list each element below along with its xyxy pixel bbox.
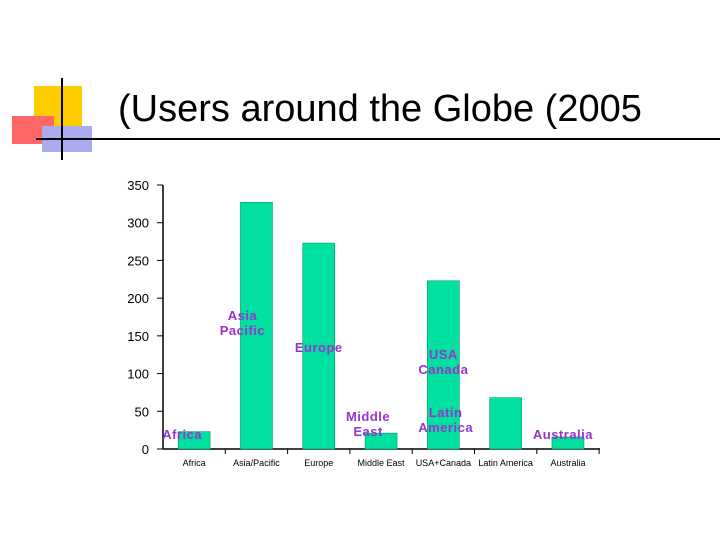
data-label: Africa	[162, 427, 202, 442]
data-label: Middle	[346, 409, 390, 424]
bar-middle-east	[364, 432, 398, 450]
x-tick-label: USA+Canada	[416, 458, 471, 468]
y-tick-label: 350	[127, 178, 149, 193]
x-tick-label: Africa	[183, 458, 206, 468]
y-tick-label: 50	[135, 404, 149, 419]
data-label: Pacific	[220, 323, 265, 338]
y-tick-label: 200	[127, 291, 149, 306]
bar-australia	[551, 436, 585, 450]
y-tick-label: 0	[142, 442, 149, 457]
bar-latin-america	[489, 397, 522, 450]
data-label: Europe	[295, 340, 343, 355]
title-rule	[36, 138, 720, 140]
data-label: Latin	[429, 405, 463, 420]
data-label: USA	[429, 347, 458, 362]
data-label: Canada	[418, 362, 468, 377]
bar-asia-pacific	[240, 202, 273, 450]
y-tick-label: 100	[127, 367, 149, 382]
y-tick-label: 150	[127, 329, 149, 344]
bar-usa-canada	[427, 280, 460, 450]
x-tick-label: Latin America	[478, 458, 533, 468]
y-tick-label: 250	[127, 253, 149, 268]
bar-group	[177, 202, 585, 450]
slide-title: (Users around the Globe (2005	[118, 88, 642, 130]
data-label: America	[418, 420, 473, 435]
bar-africa	[177, 431, 211, 450]
data-label: East	[353, 424, 383, 439]
x-tick-label: Australia	[550, 458, 585, 468]
data-label: Australia	[533, 427, 593, 442]
data-label: Asia	[228, 308, 258, 323]
y-tick-group: 0 50 100 150 200 250 300 350	[127, 178, 163, 457]
y-tick-label: 300	[127, 216, 149, 231]
x-tick-group: Africa Asia/Pacific Europe Middle East USA+C…	[183, 449, 600, 468]
x-tick-label: Europe	[304, 458, 333, 468]
bar-europe	[302, 242, 336, 450]
x-tick-label: Asia/Pacific	[233, 458, 280, 468]
x-tick-label: Middle East	[358, 458, 406, 468]
